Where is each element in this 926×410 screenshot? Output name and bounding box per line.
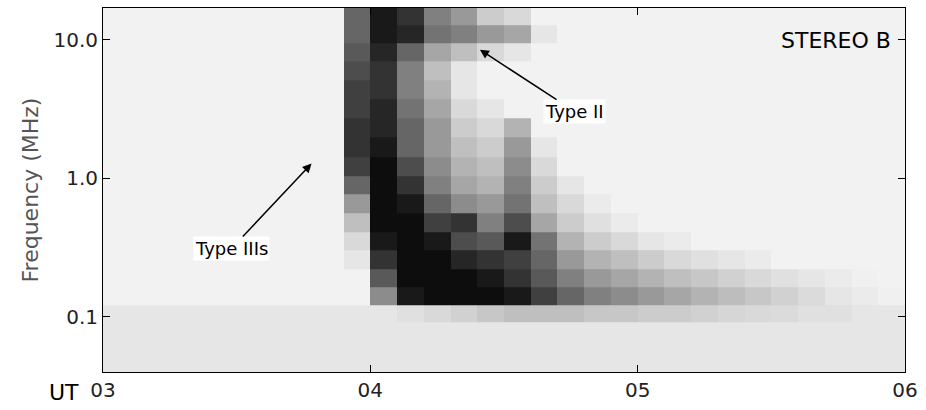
svg-text:STEREO B: STEREO B <box>781 28 891 53</box>
svg-text:Type IIIs: Type IIIs <box>195 238 268 259</box>
svg-text:0.1: 0.1 <box>66 305 98 329</box>
svg-text:1.0: 1.0 <box>66 166 98 190</box>
svg-text:04: 04 <box>358 378 383 402</box>
svg-text:10.0: 10.0 <box>53 28 98 52</box>
svg-text:Type II: Type II <box>545 101 604 122</box>
svg-text:03: 03 <box>90 378 115 402</box>
svg-text:Frequency (MHz): Frequency (MHz) <box>18 98 43 283</box>
svg-text:06: 06 <box>892 378 917 402</box>
svg-text:UT: UT <box>49 380 79 405</box>
svg-text:05: 05 <box>625 378 650 402</box>
